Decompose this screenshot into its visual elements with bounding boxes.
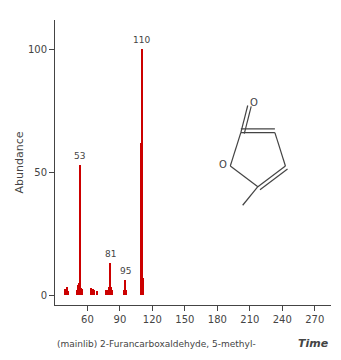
svg-text:180: 180 <box>208 314 227 325</box>
svg-text:Abundance: Abundance <box>13 131 26 193</box>
svg-text:O: O <box>250 97 258 108</box>
svg-text:210: 210 <box>240 314 259 325</box>
svg-text:50: 50 <box>34 167 47 178</box>
svg-text:90: 90 <box>114 314 127 325</box>
svg-text:Time: Time <box>298 337 329 350</box>
svg-text:81: 81 <box>105 249 116 259</box>
svg-text:60: 60 <box>81 314 94 325</box>
svg-text:(mainlib) 2-Furancarboxaldehyd: (mainlib) 2-Furancarboxaldehyde, 5-methy… <box>57 339 256 349</box>
svg-text:O: O <box>219 159 227 170</box>
svg-text:150: 150 <box>175 314 194 325</box>
svg-text:0: 0 <box>41 290 47 301</box>
svg-text:95: 95 <box>120 266 131 276</box>
svg-text:240: 240 <box>273 314 292 325</box>
svg-text:270: 270 <box>305 314 324 325</box>
svg-text:100: 100 <box>28 44 47 55</box>
svg-text:110: 110 <box>133 35 150 45</box>
svg-text:53: 53 <box>74 151 85 161</box>
svg-text:120: 120 <box>143 314 162 325</box>
